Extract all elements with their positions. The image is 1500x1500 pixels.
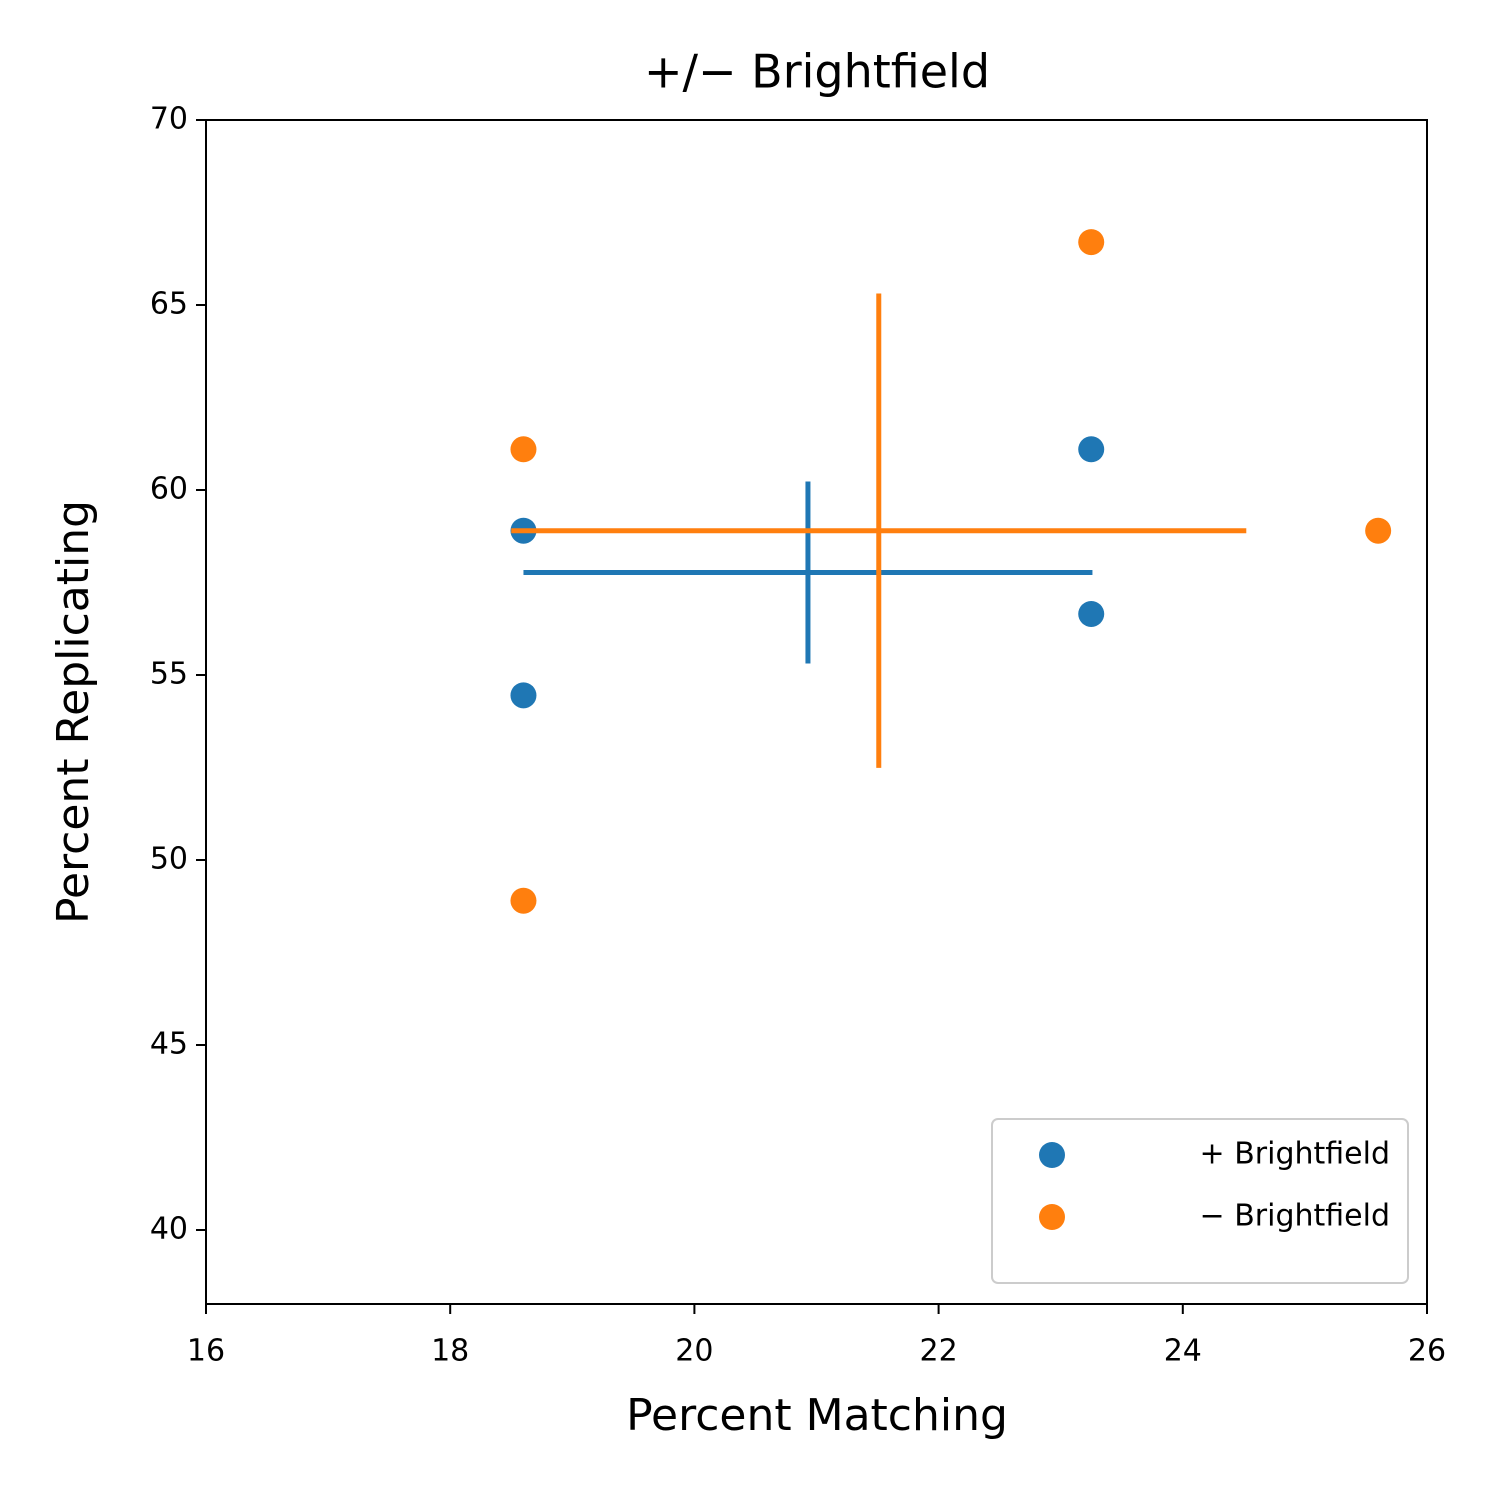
y-tick-label: 40	[150, 1212, 188, 1247]
x-tick-label: 16	[187, 1334, 225, 1369]
plot-frame	[205, 119, 1428, 1305]
legend-marker	[1039, 1142, 1065, 1168]
y-tick-label: 60	[150, 472, 188, 507]
scatter-point	[1078, 229, 1105, 256]
y-axis-label: Percent Replicating	[48, 500, 99, 924]
scatter-point	[510, 436, 537, 463]
scatter-point	[1078, 436, 1105, 463]
y-tick-label: 50	[150, 842, 188, 877]
x-tick-label: 22	[920, 1334, 958, 1369]
x-tick-label: 26	[1408, 1334, 1446, 1369]
scatter-point	[510, 682, 537, 709]
legend-marker	[1039, 1204, 1065, 1230]
x-axis-label: Percent Matching	[626, 1390, 1008, 1441]
y-tick-label: 65	[150, 287, 188, 322]
legend-label: + Brightfield	[1200, 1137, 1390, 1172]
y-tick-label: 55	[150, 657, 188, 692]
y-tick-label: 45	[150, 1027, 188, 1062]
x-tick-label: 20	[675, 1334, 713, 1369]
y-tick-label: 70	[150, 102, 188, 137]
x-tick-label: 24	[1164, 1334, 1202, 1369]
legend-label: − Brightfield	[1200, 1199, 1390, 1234]
scatter-point	[510, 887, 537, 914]
x-tick-label: 18	[431, 1334, 469, 1369]
legend-box	[991, 1118, 1409, 1284]
scatter-point	[1078, 600, 1105, 627]
chart-title: +/− Brightfield	[644, 45, 990, 99]
scatter-point	[1365, 517, 1392, 544]
